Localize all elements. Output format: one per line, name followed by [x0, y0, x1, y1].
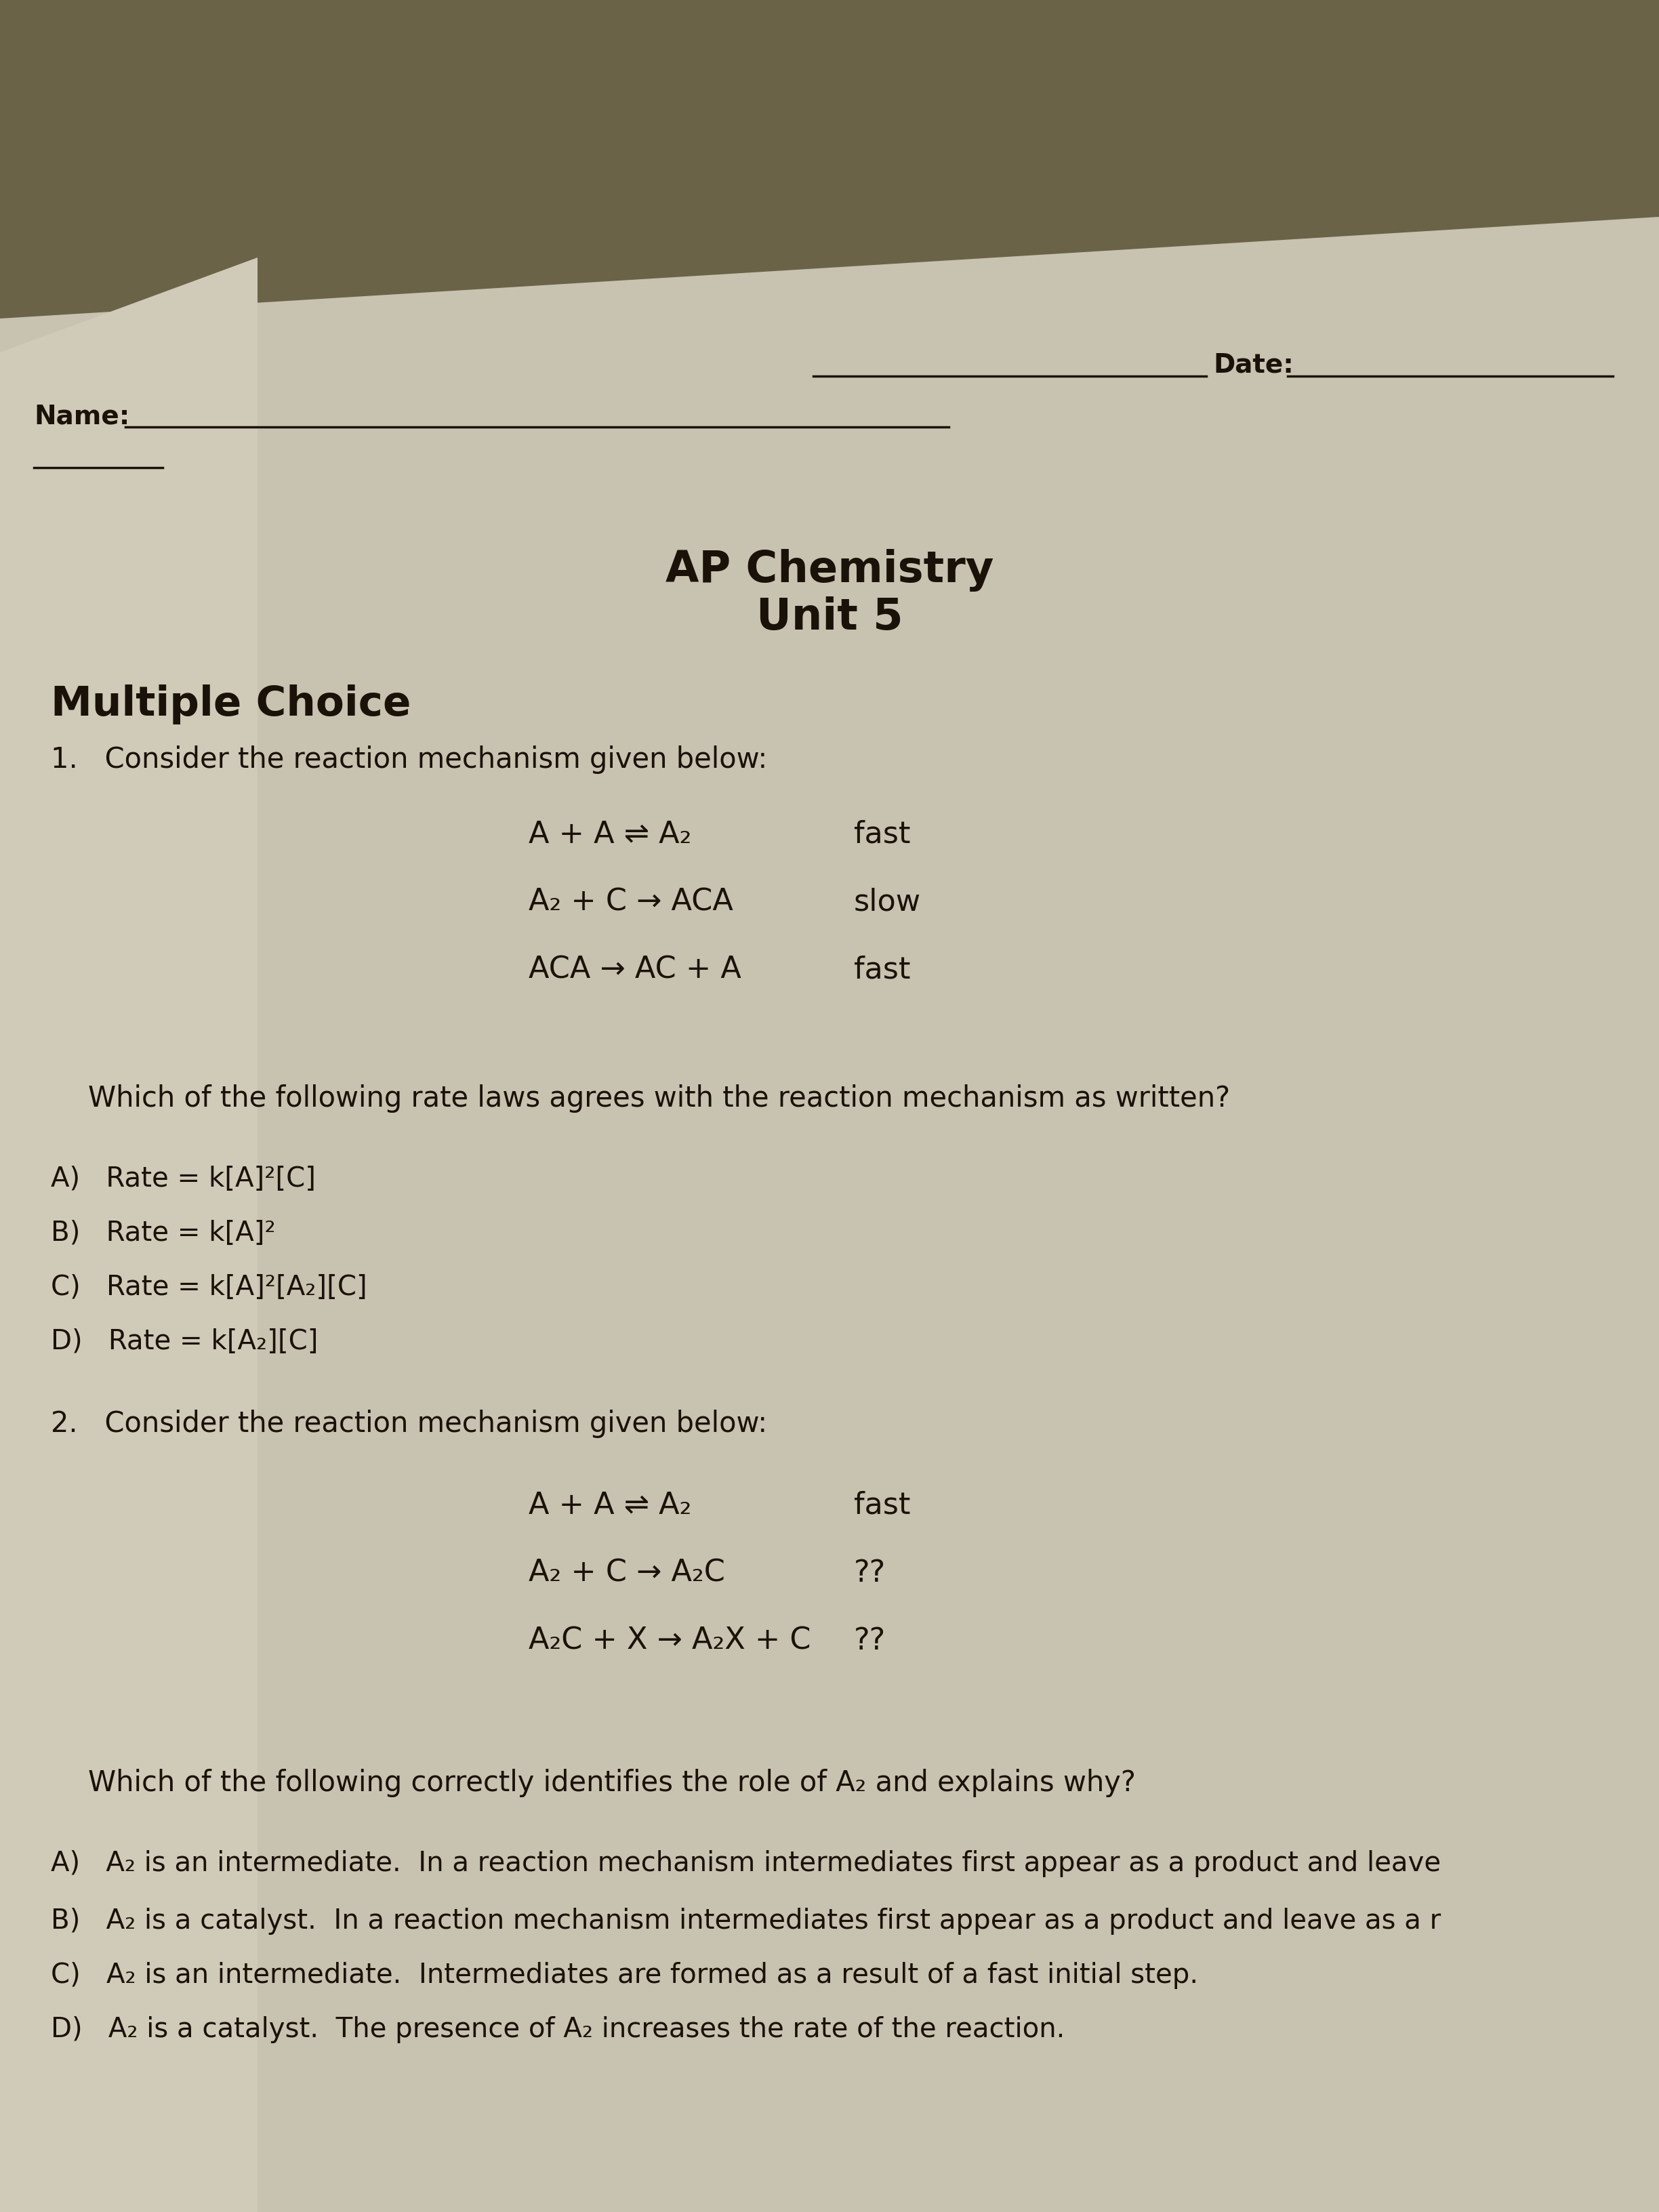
Text: fast: fast [854, 1491, 911, 1520]
Text: B)   A₂ is a catalyst.  In a reaction mechanism intermediates first appear as a : B) A₂ is a catalyst. In a reaction mecha… [51, 1907, 1442, 1936]
Text: A₂C + X → A₂X + C: A₂C + X → A₂X + C [529, 1626, 811, 1655]
Text: 1.   Consider the reaction mechanism given below:: 1. Consider the reaction mechanism given… [51, 745, 768, 774]
Text: B)   Rate = k[A]²: B) Rate = k[A]² [51, 1219, 275, 1248]
Text: Date:: Date: [1213, 352, 1294, 378]
Text: ??: ?? [854, 1626, 886, 1655]
Text: A + A ⇌ A₂: A + A ⇌ A₂ [529, 1491, 692, 1520]
Text: Which of the following rate laws agrees with the reaction mechanism as written?: Which of the following rate laws agrees … [88, 1084, 1229, 1113]
Text: 2.   Consider the reaction mechanism given below:: 2. Consider the reaction mechanism given… [51, 1409, 768, 1438]
Polygon shape [0, 257, 257, 2212]
Text: Which of the following correctly identifies the role of A₂ and explains why?: Which of the following correctly identif… [88, 1770, 1136, 1796]
Polygon shape [0, 217, 1659, 2212]
Text: C)   Rate = k[A]²[A₂][C]: C) Rate = k[A]²[A₂][C] [51, 1274, 367, 1301]
Text: slow: slow [854, 887, 921, 918]
Text: D)   A₂ is a catalyst.  The presence of A₂ increases the rate of the reaction.: D) A₂ is a catalyst. The presence of A₂ … [51, 2015, 1065, 2044]
Text: ACA → AC + A: ACA → AC + A [529, 956, 742, 984]
Text: A)   Rate = k[A]²[C]: A) Rate = k[A]²[C] [51, 1166, 315, 1192]
Text: ??: ?? [854, 1559, 886, 1588]
Text: AP Chemistry: AP Chemistry [665, 549, 994, 591]
Text: fast: fast [854, 956, 911, 984]
Text: A₂ + C → ACA: A₂ + C → ACA [529, 887, 733, 918]
Text: fast: fast [854, 821, 911, 849]
Text: A + A ⇌ A₂: A + A ⇌ A₂ [529, 821, 692, 849]
Text: C)   A₂ is an intermediate.  Intermediates are formed as a result of a fast init: C) A₂ is an intermediate. Intermediates … [51, 1962, 1198, 1989]
Text: A)   A₂ is an intermediate.  In a reaction mechanism intermediates first appear : A) A₂ is an intermediate. In a reaction … [51, 1849, 1442, 1878]
Text: Multiple Choice: Multiple Choice [51, 684, 411, 726]
Text: Unit 5: Unit 5 [757, 597, 902, 639]
Text: A₂ + C → A₂C: A₂ + C → A₂C [529, 1559, 725, 1588]
Text: Name:: Name: [33, 403, 129, 429]
Text: D)   Rate = k[A₂][C]: D) Rate = k[A₂][C] [51, 1327, 319, 1356]
